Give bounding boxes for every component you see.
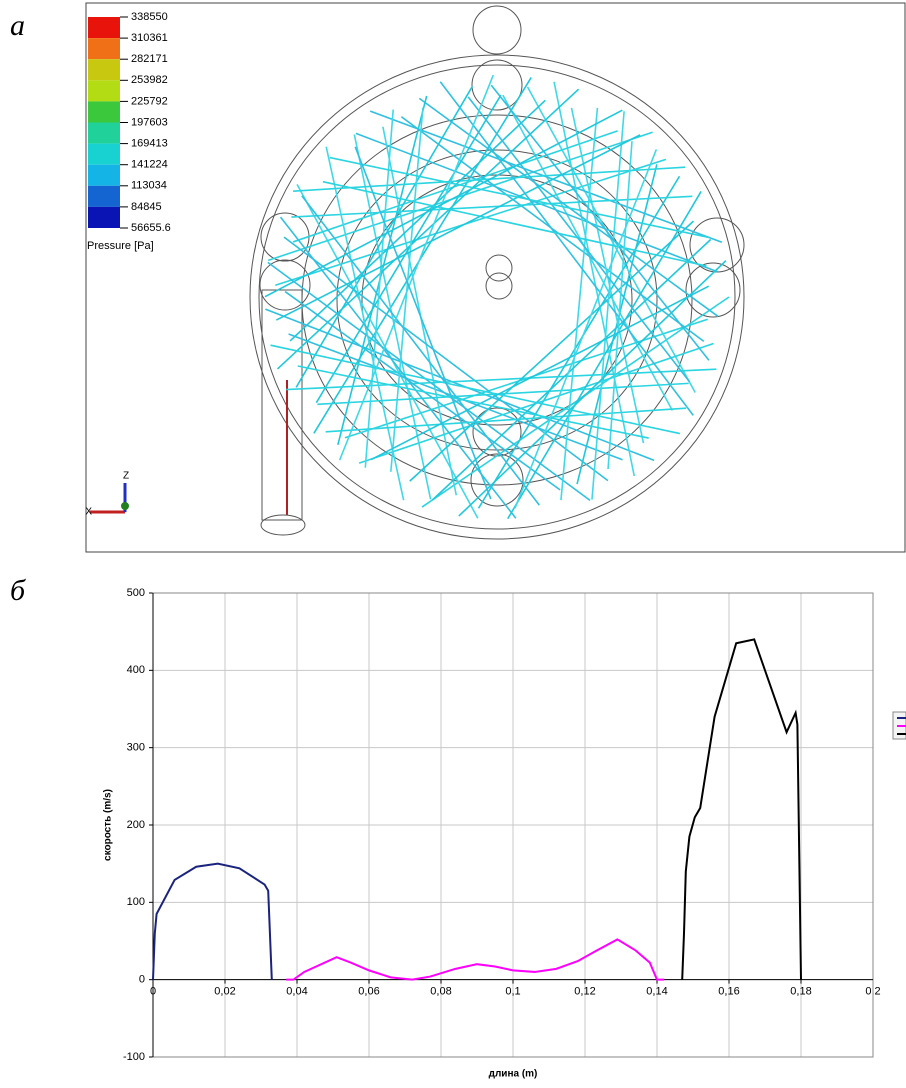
streamline <box>502 94 674 411</box>
legend-swatch <box>88 80 120 102</box>
streamline <box>421 296 730 508</box>
legend-label: 169413 <box>131 138 168 150</box>
panel-label: а <box>10 9 25 42</box>
legend-swatch <box>88 185 120 207</box>
streamline <box>284 290 561 491</box>
legend-swatch <box>88 122 120 144</box>
streamline <box>467 96 691 383</box>
streamline <box>286 368 717 391</box>
legend-label: 282171 <box>131 53 168 65</box>
legend-label: 310361 <box>131 32 168 44</box>
x-tick-label: 0,18 <box>790 986 811 998</box>
legend-label: 56655.6 <box>131 222 171 234</box>
y-tick-label: 300 <box>127 742 145 754</box>
x-tick-label: 0,04 <box>286 986 307 998</box>
y-tick-label: 0 <box>139 974 145 986</box>
streamline <box>301 195 540 506</box>
axis-label: X <box>85 507 92 518</box>
x-tick-label: 0,16 <box>718 986 739 998</box>
legend-swatch <box>88 101 120 123</box>
legend-label: 338550 <box>131 11 168 23</box>
x-tick-label: 0,1 <box>505 986 520 998</box>
streamline <box>354 146 492 500</box>
streamline <box>526 86 696 393</box>
streamline <box>325 407 687 433</box>
streamline <box>297 365 649 439</box>
x-tick-label: 0,02 <box>214 986 235 998</box>
panel-label: б <box>10 574 26 607</box>
streamline <box>490 84 710 361</box>
streamline <box>439 81 694 416</box>
legend-swatch <box>88 17 120 39</box>
legend-label: 253982 <box>131 74 168 86</box>
y-tick-label: 200 <box>127 819 145 831</box>
streamline <box>477 175 681 509</box>
x-tick-label: 0,08 <box>430 986 451 998</box>
streamline <box>264 109 623 298</box>
legend-label: 141224 <box>131 159 168 171</box>
legend-title: Pressure [Pa] <box>87 240 154 252</box>
render <box>90 5 745 540</box>
streamline <box>317 382 689 406</box>
legend-label: 84845 <box>131 201 162 213</box>
y-tick-label: -100 <box>123 1051 145 1063</box>
streamline <box>329 156 711 239</box>
streamline <box>576 164 658 485</box>
streamline <box>353 134 432 500</box>
render-frame <box>85 2 906 553</box>
streamline <box>292 130 618 243</box>
x-axis-label: длина (m) <box>489 1069 538 1080</box>
y-axis-label: скорость (m/s) <box>103 789 114 861</box>
streamline <box>607 141 633 470</box>
y-tick-label: 400 <box>127 664 145 676</box>
axis-label: Z <box>123 471 129 482</box>
legend-swatch <box>88 206 120 228</box>
legend-swatch <box>88 38 120 60</box>
y-tick-label: 500 <box>127 587 145 599</box>
streamline <box>458 260 727 517</box>
series-line <box>152 862 273 980</box>
streamline <box>370 285 710 461</box>
legend-swatch <box>88 143 120 165</box>
streamline <box>338 74 495 461</box>
streamline <box>313 77 532 434</box>
streamline <box>315 94 502 404</box>
streamline <box>591 111 625 500</box>
streamline <box>267 261 591 502</box>
streamline <box>355 132 718 273</box>
streamline <box>267 131 653 262</box>
y-tick-label: 100 <box>127 896 145 908</box>
streamline <box>369 110 723 244</box>
x-tick-label: 0,06 <box>358 986 379 998</box>
legend-label: 113034 <box>131 180 167 192</box>
streamline <box>325 146 405 501</box>
streamline <box>295 85 474 388</box>
series-line <box>681 638 802 980</box>
series-line <box>286 938 665 981</box>
legend-swatch <box>88 164 120 186</box>
streamline <box>514 149 658 509</box>
streamline <box>291 195 693 218</box>
x-tick-label: 0,14 <box>646 986 667 998</box>
x-tick-label: 0,12 <box>574 986 595 998</box>
legend-label: 225792 <box>131 95 168 107</box>
legend-label: 197603 <box>131 116 168 128</box>
legend-swatch <box>88 59 120 81</box>
streamline <box>431 238 712 501</box>
